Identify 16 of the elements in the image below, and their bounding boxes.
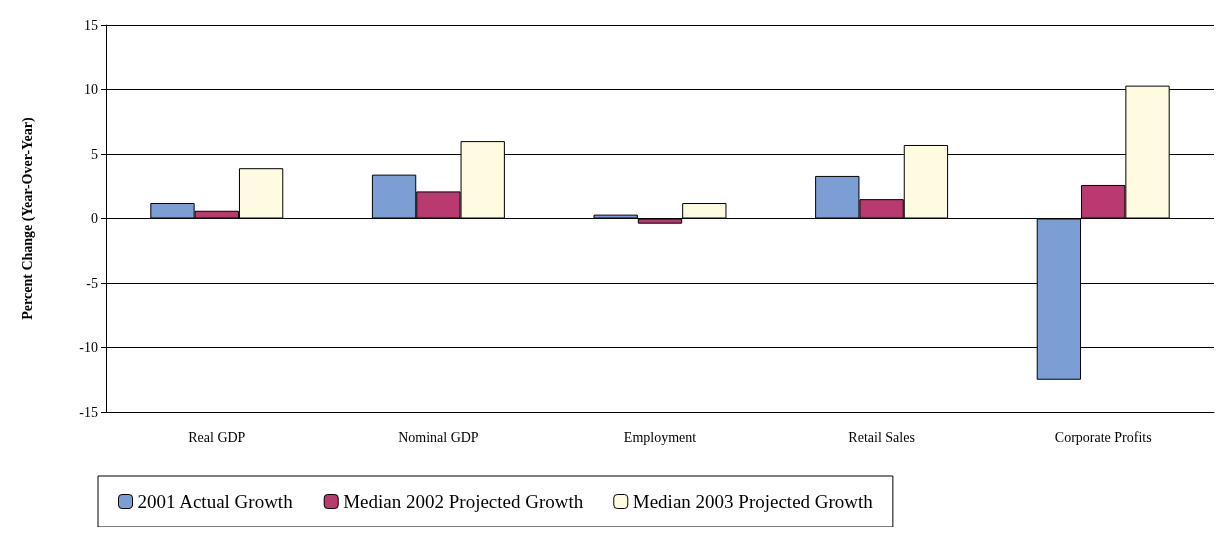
- x-tick-label: Retail Sales: [848, 429, 915, 445]
- y-axis-title: Percent Change (Year-Over-Year): [19, 116, 36, 320]
- x-tick-label: Nominal GDP: [398, 429, 479, 445]
- y-tick-label: -15: [79, 404, 98, 420]
- x-tick-label: Corporate Profits: [1054, 429, 1152, 445]
- y-tick-label: -10: [79, 340, 98, 355]
- y-tick-label: -5: [86, 275, 98, 291]
- y-tick-label: 10: [84, 82, 98, 97]
- y-tick-label: 15: [84, 17, 98, 33]
- x-tick-label: Employment: [623, 429, 697, 445]
- x-tick-label: Real GDP: [188, 429, 246, 445]
- y-tick-label: 5: [91, 146, 98, 162]
- y-tick-label: 0: [91, 211, 98, 226]
- legend-label: Median 2003 Projected Growth: [632, 491, 874, 512]
- legend-label: Median 2002 Projected Growth: [343, 491, 584, 512]
- legend-label: 2001 Actual Growth: [137, 491, 294, 512]
